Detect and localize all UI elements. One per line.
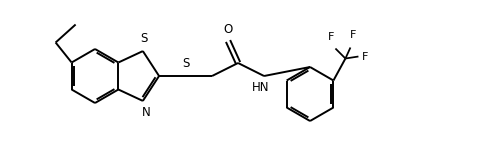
Text: S: S [140, 32, 148, 45]
Text: O: O [223, 23, 233, 36]
Text: F: F [328, 31, 335, 41]
Text: F: F [350, 29, 357, 40]
Text: S: S [183, 57, 190, 70]
Text: N: N [142, 106, 150, 119]
Text: HN: HN [252, 81, 270, 94]
Text: F: F [362, 52, 369, 62]
